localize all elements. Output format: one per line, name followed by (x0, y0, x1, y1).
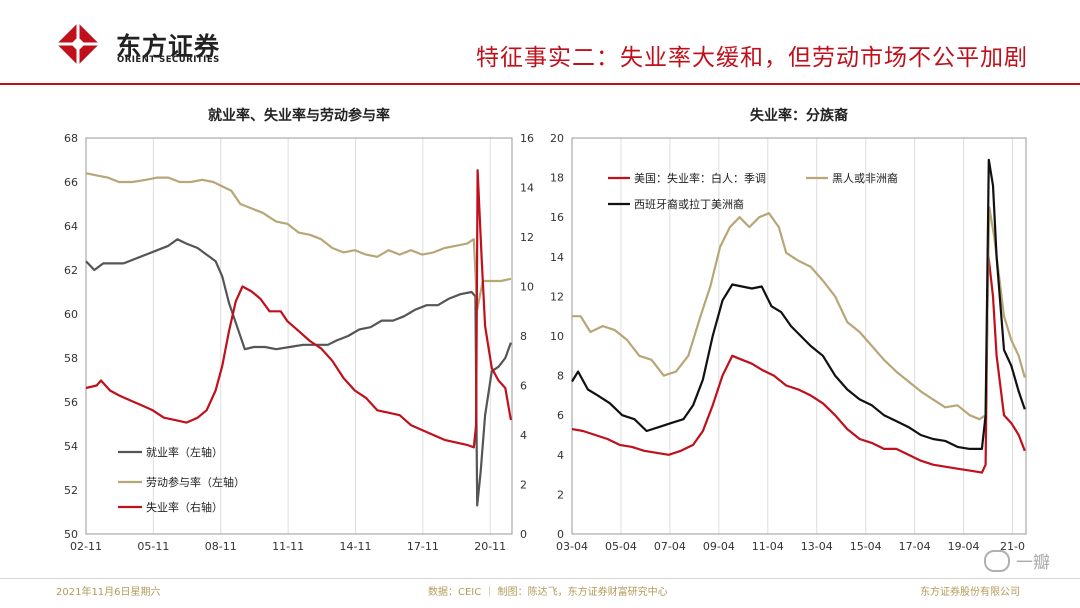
chart2-y-tick-label: 14 (550, 251, 564, 264)
chart1-series-line-0 (85, 238, 512, 507)
watermark-text: 一瓣 (1016, 553, 1050, 573)
chart1-y-right-tick-label: 10 (520, 281, 534, 294)
chart1-y-right-tick-label: 4 (520, 429, 527, 442)
chart1-y-right-tick-label: 0 (520, 528, 527, 541)
chart1-y-left-tick-label: 60 (64, 308, 78, 321)
header-rule (0, 83, 1080, 85)
charts-area: 就业率、失业率与劳动参与率 02-11 05-11 08-11 11-11 14-11 17… (64, 107, 1027, 553)
chart1-y-left-tick-label: 64 (64, 220, 78, 233)
chart2-y-tick-label: 20 (550, 132, 564, 145)
wechat-watermark: 一瓣 (984, 548, 1050, 573)
chart1-legend-label: 就业率（左轴） (146, 445, 223, 459)
chart1-x-tick-label: 20-11 (474, 540, 506, 553)
chart2-legend-label: 西班牙裔或拉丁美洲裔 (634, 197, 744, 211)
chart1-y-right-tick-label: 14 (520, 182, 534, 195)
chart1-y-left-tick-label: 54 (64, 440, 78, 453)
chart1-series-line-1 (85, 172, 512, 311)
chart2-x-tick-label: 07-04 (654, 540, 686, 553)
chart1-y-left-tick-label: 62 (64, 264, 78, 277)
chart2-x-tick-label: 21-0 (1000, 540, 1025, 553)
chart2-x-tick-label: 09-04 (703, 540, 735, 553)
footer-divider (0, 578, 1080, 579)
chart2-y-tick-label: 10 (550, 330, 564, 343)
chart1-x-tick-label: 05-11 (137, 540, 169, 553)
chart1-series-line-2 (85, 169, 512, 449)
chart2-series-line-2 (571, 158, 1026, 450)
wechat-icon (984, 549, 1010, 572)
chart1-y-right-tick-label: 8 (520, 330, 527, 343)
chart1-y-right-tick-label: 2 (520, 479, 527, 492)
chart1-frame (85, 137, 513, 535)
chart2-legend-label: 美国：失业率：白人：季调 (634, 171, 766, 185)
chart2-x-tick-label: 13-04 (801, 540, 833, 553)
chart1-legend-label: 劳动参与率（左轴） (146, 475, 245, 489)
chart2-x-tick-label: 05-04 (605, 540, 637, 553)
chart1-y-right-tick-label: 16 (520, 132, 534, 145)
chart1-legend-label: 失业率（右轴） (146, 500, 223, 514)
chart1-y-left-tick-label: 52 (64, 484, 78, 497)
chart1-y-right-tick-label: 6 (520, 380, 527, 393)
chart2-series-line-1 (572, 206, 1026, 421)
chart1-x-tick-label: 17-11 (407, 540, 439, 553)
chart2-x-tick-label: 19-04 (948, 540, 980, 553)
chart1-y-right-tick-label: 12 (520, 231, 534, 244)
chart1-y-left-tick-label: 68 (64, 132, 78, 145)
chart2-x-tick-label: 11-04 (752, 540, 784, 553)
chart2-x-tick-label: 17-04 (899, 540, 931, 553)
chart2-x-tick-label: 03-04 (556, 540, 588, 553)
chart2-y-tick-label: 16 (550, 211, 564, 224)
logo-en-text: ORIENT SECURITIES (117, 55, 220, 65)
chart1-x-tick-label: 08-11 (205, 540, 237, 553)
footer-date: 2021年11月6日星期六 (56, 587, 161, 598)
chart2-y-tick-label: 6 (557, 409, 564, 422)
chart2-x-tick-label: 15-04 (850, 540, 882, 553)
chart2-frame (571, 137, 1027, 535)
chart1-y-left-tick-label: 66 (64, 176, 78, 189)
chart1-title: 就业率、失业率与劳动参与率 (208, 107, 390, 124)
chart2-y-tick-label: 18 (550, 172, 564, 185)
chart2-y-tick-label: 2 (557, 488, 564, 501)
chart2-y-tick-label: 0 (557, 528, 564, 541)
chart1-x-tick-label: 14-11 (339, 540, 371, 553)
chart1-y-left-tick-label: 58 (64, 352, 78, 365)
orient-securities-logo (56, 24, 100, 66)
slide-headline: 特征事实二：失业率大缓和，但劳动市场不公平加剧 (476, 45, 1028, 71)
chart2-legend-label: 黑人或非洲裔 (832, 171, 898, 185)
footer-company: 东方证券股份有限公司 (920, 587, 1020, 598)
chart2-y-tick-label: 4 (557, 449, 564, 462)
chart1-x-tick-label: 02-11 (70, 540, 102, 553)
chart1-x-tick-label: 11-11 (272, 540, 304, 553)
chart2-series-line-0 (571, 251, 1026, 474)
logo-cn-text: 东方证券 (116, 32, 221, 61)
chart2-y-tick-label: 8 (557, 370, 564, 383)
chart2-title: 失业率：分族裔 (750, 107, 848, 124)
chart1-y-left-tick-label: 50 (64, 528, 78, 541)
footer-source: 数据：CEIC ｜ 制图：陈达飞，东方证券财富研究中心 (428, 587, 668, 598)
chart1-y-left-tick-label: 56 (64, 396, 78, 409)
chart2-y-tick-label: 12 (550, 290, 564, 303)
